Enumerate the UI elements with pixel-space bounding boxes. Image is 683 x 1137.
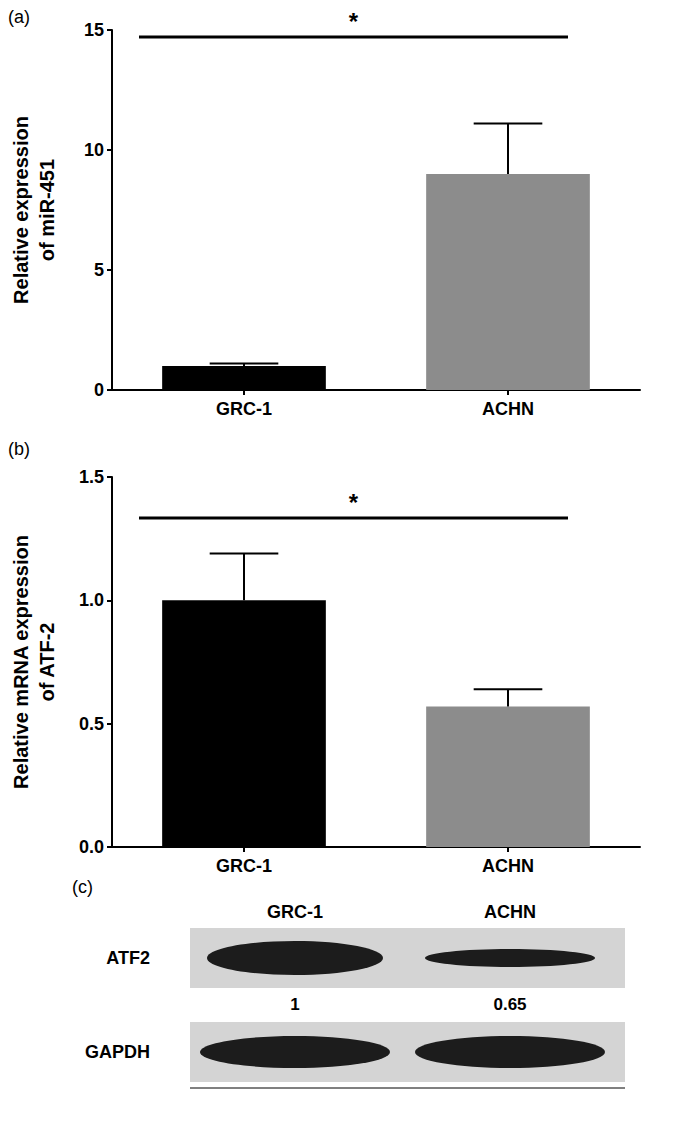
svg-text:ATF2: ATF2 — [106, 948, 150, 968]
svg-text:ACHN: ACHN — [482, 399, 534, 419]
svg-text:1: 1 — [290, 995, 299, 1014]
svg-text:*: * — [349, 489, 359, 516]
svg-text:ACHN: ACHN — [484, 902, 536, 922]
svg-text:0.0: 0.0 — [79, 837, 104, 857]
svg-text:GRC-1: GRC-1 — [216, 399, 272, 419]
svg-text:(b): (b) — [8, 439, 30, 459]
svg-text:1.0: 1.0 — [79, 590, 104, 610]
svg-text:15: 15 — [84, 20, 104, 40]
svg-text:10: 10 — [84, 140, 104, 160]
svg-text:(a): (a) — [8, 7, 30, 27]
svg-text:of ATF-2: of ATF-2 — [36, 623, 58, 702]
svg-text:5: 5 — [94, 260, 104, 280]
svg-text:GRC-1: GRC-1 — [216, 856, 272, 876]
svg-text:ACHN: ACHN — [482, 856, 534, 876]
svg-text:0.5: 0.5 — [79, 714, 104, 734]
svg-text:*: * — [349, 8, 359, 35]
svg-text:GRC-1: GRC-1 — [267, 902, 323, 922]
svg-text:Relative mRNA expression: Relative mRNA expression — [10, 535, 32, 789]
svg-text:1.5: 1.5 — [79, 467, 104, 487]
svg-text:0: 0 — [94, 380, 104, 400]
svg-text:(c): (c) — [72, 877, 93, 897]
svg-text:of miR-451: of miR-451 — [36, 159, 58, 261]
svg-text:GAPDH: GAPDH — [85, 1042, 150, 1062]
svg-text:0.65: 0.65 — [493, 995, 526, 1014]
svg-text:Relative expression: Relative expression — [10, 116, 32, 304]
